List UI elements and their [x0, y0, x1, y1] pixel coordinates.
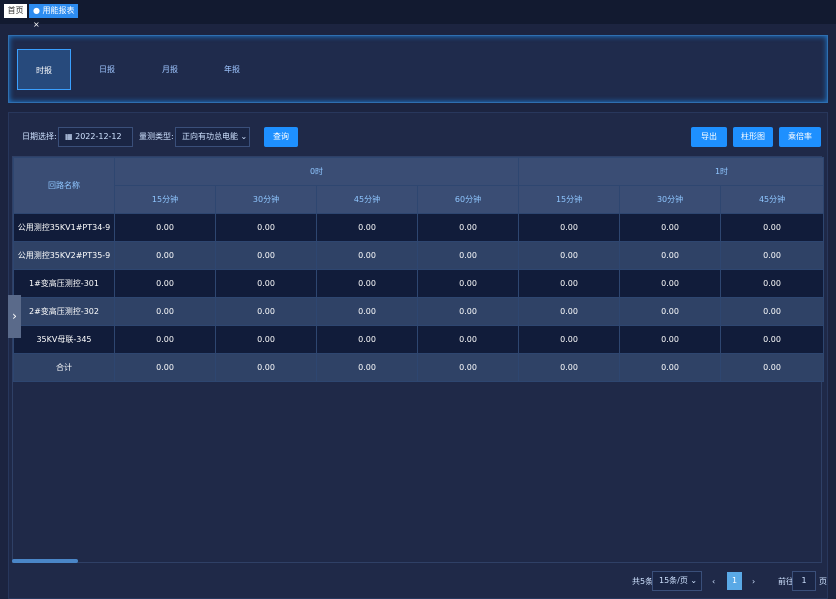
- cell-value: 0.00: [416, 269, 520, 298]
- cell-value: 0.00: [114, 353, 216, 382]
- type-label: 量测类型:: [139, 132, 174, 141]
- group-header: 0时: [113, 157, 520, 186]
- query-button[interactable]: 查询: [264, 127, 298, 147]
- goto-label: 前往: [778, 577, 794, 586]
- cell-value: 0.00: [215, 241, 317, 270]
- breadcrumb-home[interactable]: 首页: [4, 4, 27, 18]
- cell-value: 0.00: [416, 297, 520, 326]
- table-row: 合计 0.00 0.00 0.00 0.00 0.00 0.00 0.00: [13, 353, 825, 382]
- cell-value: 0.00: [518, 213, 621, 242]
- cell-value: 0.00: [416, 325, 520, 354]
- name-header: 回路名称: [13, 157, 115, 214]
- cell-value: 0.00: [416, 213, 520, 242]
- cell-value: 0.00: [316, 269, 418, 298]
- tab[interactable]: 时报: [17, 49, 71, 90]
- subheader-row: 15分钟 30分钟 45分钟 60分钟 15分钟 30分钟 45分钟: [14, 185, 825, 214]
- cell-value: 0.00: [619, 269, 722, 298]
- tab-panel: 时报 日报 月报 年报: [8, 35, 828, 103]
- export-button[interactable]: 导出: [691, 127, 727, 147]
- breadcrumb-label: 用能报表: [42, 6, 75, 15]
- row-name: 35KV母联-345: [13, 325, 115, 354]
- cell-value: 0.00: [619, 213, 722, 242]
- type-select[interactable]: 正向有功总电能 ⌄: [175, 127, 250, 147]
- cell-value: 0.00: [114, 325, 216, 354]
- table-row: 公用测控35KV2#PT35-9 0.00 0.00 0.00 0.00 0.00 0.00…: [13, 241, 825, 270]
- current-page[interactable]: 1: [727, 572, 742, 590]
- page-size-select[interactable]: 15条/页 ⌄: [652, 571, 702, 591]
- cell-value: 0.00: [114, 213, 216, 242]
- date-label: 日期选择:: [22, 132, 57, 141]
- cell-value: 0.00: [518, 353, 621, 382]
- cell-value: 0.00: [215, 325, 317, 354]
- report-table: 回路名称 0时 1时 15分钟 30分钟 45分钟 60分钟 15分钟 30分钟 45分钟 公用测…: [13, 157, 825, 382]
- group-header: 1时: [518, 157, 825, 186]
- cell-value: 0.00: [114, 241, 216, 270]
- column-header: 60分钟: [416, 185, 520, 214]
- cell-value: 0.00: [215, 269, 317, 298]
- column-header: 45分钟: [720, 185, 825, 214]
- row-name: 公用测控35KV1#PT34-9: [13, 213, 115, 242]
- goto-input[interactable]: 1: [792, 571, 816, 591]
- date-input[interactable]: ▦ 2022-12-12: [58, 127, 133, 147]
- tab[interactable]: 日报: [99, 65, 115, 74]
- cell-value: 0.00: [114, 297, 216, 326]
- cell-value: 0.00: [316, 297, 418, 326]
- tab[interactable]: 月报: [162, 65, 178, 74]
- cell-value: 0.00: [215, 213, 317, 242]
- column-header: 15分钟: [518, 185, 621, 214]
- row-name: 2#变高压测控-302: [13, 297, 115, 326]
- rate-button[interactable]: 乘倍率: [779, 127, 821, 147]
- table-row: 1#变高压测控-301 0.00 0.00 0.00 0.00 0.00 0.00 0.00: [13, 269, 825, 298]
- row-name: 合计: [13, 353, 115, 382]
- cell-value: 0.00: [316, 241, 418, 270]
- cell-value: 0.00: [215, 297, 317, 326]
- cell-value: 0.00: [720, 297, 825, 326]
- cell-value: 0.00: [518, 297, 621, 326]
- cell-value: 0.00: [518, 269, 621, 298]
- side-handle[interactable]: ›: [8, 295, 21, 338]
- row-name: 1#变高压测控-301: [13, 269, 115, 298]
- cell-value: 0.00: [720, 325, 825, 354]
- next-page[interactable]: ›: [752, 577, 756, 586]
- column-header: 15分钟: [114, 185, 216, 214]
- cell-value: 0.00: [518, 325, 621, 354]
- tab[interactable]: 年报: [224, 65, 240, 74]
- cell-value: 0.00: [619, 241, 722, 270]
- cell-value: 0.00: [720, 269, 825, 298]
- cell-value: 0.00: [720, 353, 825, 382]
- date-value: 2022-12-12: [75, 132, 122, 141]
- total-count: 共5条: [632, 577, 654, 586]
- cell-value: 0.00: [215, 353, 317, 382]
- cell-value: 0.00: [316, 213, 418, 242]
- table-row: 公用测控35KV1#PT34-9 0.00 0.00 0.00 0.00 0.00 0.00…: [13, 213, 825, 242]
- table-row: 35KV母联-345 0.00 0.00 0.00 0.00 0.00 0.00 0.00: [13, 325, 825, 354]
- cell-value: 0.00: [720, 213, 825, 242]
- page-unit: 页: [819, 577, 827, 586]
- cell-value: 0.00: [416, 353, 520, 382]
- cell-value: 0.00: [619, 325, 722, 354]
- column-header: 30分钟: [619, 185, 722, 214]
- breadcrumb-current[interactable]: ● 用能报表 ×: [29, 4, 78, 29]
- cell-value: 0.00: [619, 297, 722, 326]
- type-value: 正向有功总电能: [182, 132, 238, 141]
- page-size: 15条/页: [659, 576, 688, 585]
- table-container: 回路名称 0时 1时 15分钟 30分钟 45分钟 60分钟 15分钟 30分钟 45分钟 公用测…: [12, 156, 825, 563]
- column-header: 45分钟: [316, 185, 418, 214]
- chart-button[interactable]: 柱形图: [733, 127, 773, 147]
- cell-value: 0.00: [316, 353, 418, 382]
- cell-value: 0.00: [518, 241, 621, 270]
- header-row: 回路名称 0时 1时: [13, 157, 825, 214]
- cell-value: 0.00: [416, 241, 520, 270]
- cell-value: 0.00: [720, 241, 825, 270]
- table-row: 2#变高压测控-302 0.00 0.00 0.00 0.00 0.00 0.00 0.00: [13, 297, 825, 326]
- scrollbar[interactable]: [12, 559, 78, 563]
- cell-value: 0.00: [114, 269, 216, 298]
- column-header: 30分钟: [215, 185, 317, 214]
- cell-value: 0.00: [316, 325, 418, 354]
- cell-value: 0.00: [619, 353, 722, 382]
- prev-page[interactable]: ‹: [712, 577, 716, 586]
- top-bar: [0, 0, 836, 24]
- row-name: 公用测控35KV2#PT35-9: [13, 241, 115, 270]
